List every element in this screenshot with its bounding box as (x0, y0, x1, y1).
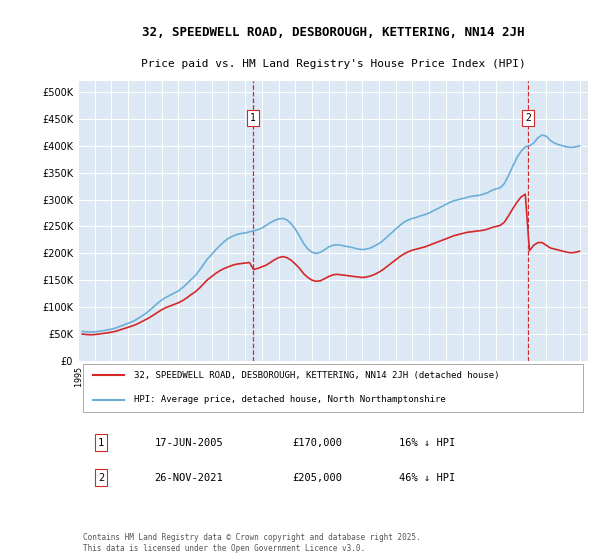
Text: 32, SPEEDWELL ROAD, DESBOROUGH, KETTERING, NN14 2JH (detached house): 32, SPEEDWELL ROAD, DESBOROUGH, KETTERIN… (134, 371, 500, 380)
Text: Contains HM Land Registry data © Crown copyright and database right 2025.
This d: Contains HM Land Registry data © Crown c… (83, 534, 421, 553)
Text: 1: 1 (98, 437, 104, 447)
FancyBboxPatch shape (83, 363, 583, 412)
Text: 46% ↓ HPI: 46% ↓ HPI (400, 473, 455, 483)
Text: £205,000: £205,000 (292, 473, 342, 483)
Text: 2: 2 (98, 473, 104, 483)
Text: 2: 2 (525, 113, 531, 123)
Text: Price paid vs. HM Land Registry's House Price Index (HPI): Price paid vs. HM Land Registry's House … (140, 59, 526, 69)
Text: £170,000: £170,000 (292, 437, 342, 447)
Text: HPI: Average price, detached house, North Northamptonshire: HPI: Average price, detached house, Nort… (134, 395, 446, 404)
Text: 17-JUN-2005: 17-JUN-2005 (155, 437, 223, 447)
Text: 32, SPEEDWELL ROAD, DESBOROUGH, KETTERING, NN14 2JH: 32, SPEEDWELL ROAD, DESBOROUGH, KETTERIN… (142, 26, 524, 39)
Text: 16% ↓ HPI: 16% ↓ HPI (400, 437, 455, 447)
Text: 1: 1 (250, 113, 256, 123)
Text: 26-NOV-2021: 26-NOV-2021 (155, 473, 223, 483)
